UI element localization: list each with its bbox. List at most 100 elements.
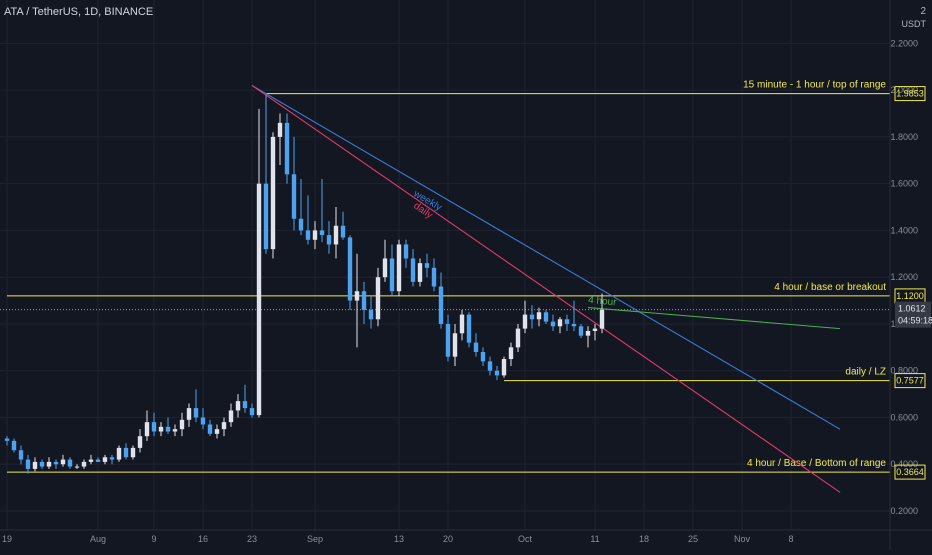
candle-body	[256, 183, 262, 416]
level-price-tag: 1.9853	[896, 89, 924, 99]
candle-body	[165, 426, 171, 432]
candle-body	[4, 438, 10, 441]
candle-body	[557, 319, 563, 327]
candle-body	[158, 426, 164, 432]
candle-body	[578, 326, 584, 336]
price-tick-label: 0.2000	[890, 506, 918, 516]
candle-body	[326, 235, 332, 245]
candle-body	[501, 359, 507, 376]
candle-body	[480, 352, 486, 362]
time-tick-label: 20	[443, 534, 453, 544]
candle-body	[25, 459, 31, 469]
candle-body	[242, 401, 248, 409]
level-price-tag: 1.1200	[896, 291, 924, 301]
candle-body	[340, 225, 346, 238]
time-tick-label: 23	[247, 534, 257, 544]
level-label: 4 hour / base or breakout	[774, 282, 886, 293]
time-tick-label: Aug	[90, 534, 106, 544]
candle-body	[88, 459, 94, 462]
trendline-weekly	[251, 84, 841, 430]
symbol-title: ATA / TetherUS, 1D, BINANCE	[4, 6, 154, 18]
candle-body	[592, 328, 598, 331]
candle-body	[235, 401, 241, 411]
trendline-daily	[251, 85, 841, 493]
candle-body	[347, 237, 353, 301]
time-tick-label: 9	[151, 534, 156, 544]
time-tick-label: Nov	[734, 534, 751, 544]
price-tick-label: 0.6000	[890, 412, 918, 422]
price-tick-label: 1.2000	[890, 272, 918, 282]
candle-body	[368, 309, 374, 320]
candle-body	[522, 314, 528, 329]
candle-body	[333, 225, 339, 245]
candle-body	[396, 244, 402, 292]
candle-body	[67, 459, 73, 467]
candle-body	[214, 429, 220, 434]
trendline-4-hour	[587, 307, 841, 330]
level-label: 4 hour / Base / Bottom of range	[747, 458, 886, 469]
price-tick-label: 2.0000	[890, 85, 918, 95]
candle-body	[116, 447, 122, 460]
candle-body	[508, 347, 514, 360]
candle-body	[424, 263, 430, 268]
candle-body	[403, 244, 409, 259]
price-tick-label: 1.6000	[890, 179, 918, 189]
price-tick-label: 1.4000	[890, 225, 918, 235]
candle-body	[95, 459, 101, 462]
candle-body	[571, 323, 577, 327]
candle-body	[151, 422, 157, 432]
candle-body	[410, 258, 416, 282]
candle-body	[263, 183, 269, 250]
candle-body	[529, 314, 535, 320]
candle-body	[564, 319, 570, 324]
candle-body	[18, 450, 24, 460]
level-price-tag-box	[894, 373, 926, 389]
candle-body	[375, 277, 381, 320]
last-price-tag-box	[895, 301, 931, 328]
level-label: 15 minute - 1 hour / top of range	[743, 80, 886, 91]
candle-body	[74, 466, 80, 468]
time-tick-label: 11	[590, 534, 599, 544]
candle-body	[515, 328, 521, 348]
time-tick-label: 13	[394, 534, 404, 544]
candle-body	[459, 314, 465, 334]
level-price-tag: 0.7577	[896, 376, 924, 386]
candle-body	[270, 136, 276, 250]
candle-body	[452, 333, 458, 357]
candle-body	[298, 218, 304, 231]
candle-body	[11, 440, 17, 451]
candle-body	[81, 461, 87, 467]
time-tick-label: 19	[2, 534, 12, 544]
candle-body	[32, 461, 38, 469]
candle-body	[417, 263, 423, 282]
candle-body	[585, 330, 591, 336]
candle-body	[221, 422, 227, 430]
currency-unit: USDT	[901, 19, 927, 29]
candle-body	[361, 291, 367, 310]
candle-body	[179, 419, 185, 430]
candle-body	[228, 410, 234, 423]
candle-body	[494, 370, 500, 376]
time-tick-label: Sep	[307, 534, 323, 544]
time-tick-label: Oct	[518, 534, 533, 544]
last-price-countdown: 04:59:18	[898, 316, 932, 326]
time-tick-label: 18	[639, 534, 649, 544]
candle-body	[354, 291, 360, 301]
price-tick-label: 0.4000	[890, 459, 918, 469]
candle-body	[550, 321, 556, 327]
candle-body	[319, 230, 325, 236]
candle-body	[109, 457, 115, 460]
candle-body	[130, 447, 136, 458]
candle-body	[543, 312, 549, 322]
level-label: daily / LZ	[845, 367, 886, 378]
candle-body	[144, 422, 150, 437]
time-tick-label: 8	[788, 534, 793, 544]
candle-body	[137, 436, 143, 448]
candle-body	[291, 174, 297, 219]
last-price-value: 1.0612	[898, 304, 926, 314]
candle-body	[193, 408, 199, 418]
candle-body	[39, 461, 45, 467]
